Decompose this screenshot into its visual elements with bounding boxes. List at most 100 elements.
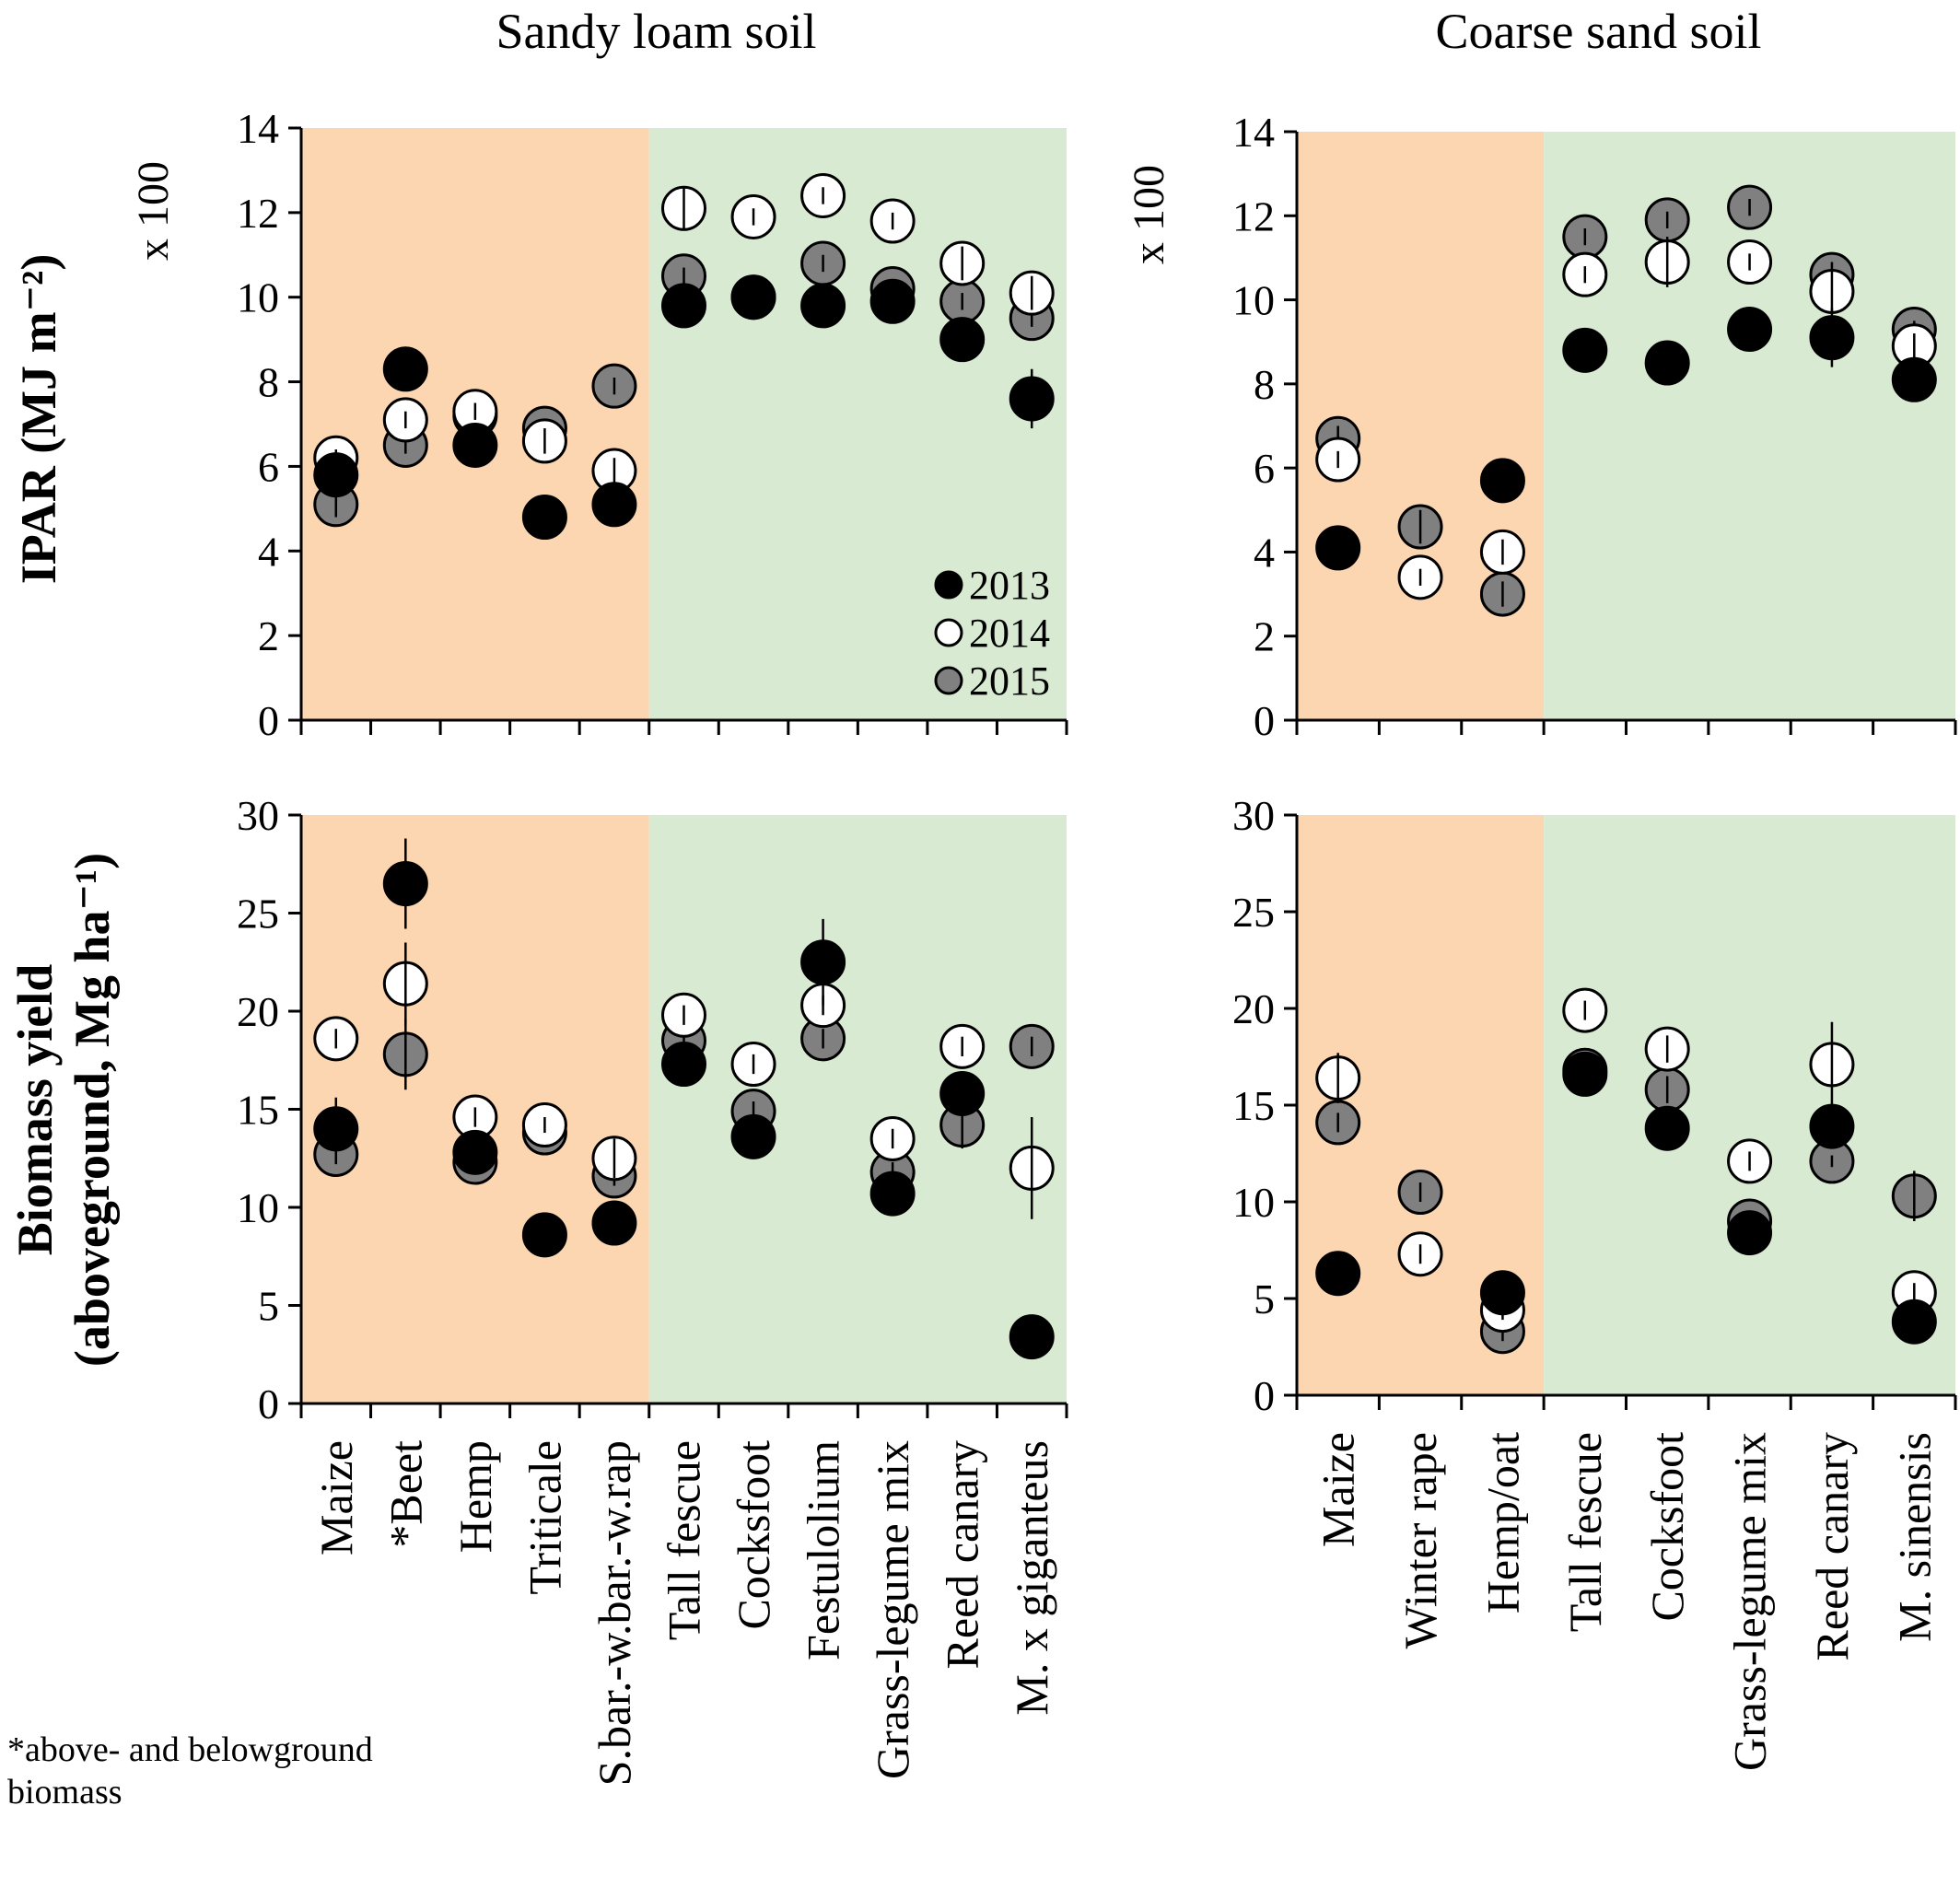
category-label: Grass-legume mix — [867, 1440, 918, 1779]
point-2013 — [800, 918, 846, 1006]
point-2014 — [1562, 987, 1608, 1033]
point-2015 — [1891, 1171, 1937, 1221]
point-2013 — [1644, 1105, 1690, 1151]
y-tick-label: 6 — [258, 443, 279, 490]
y-tick-label: 10 — [1232, 1179, 1275, 1226]
point-2014 — [1727, 239, 1773, 285]
point-2014 — [1315, 1053, 1361, 1103]
footnote-line2: biomass — [7, 1773, 122, 1811]
point-2013 — [591, 1200, 637, 1246]
point-2013 — [1315, 1251, 1361, 1297]
y-tick-label: 0 — [1254, 697, 1275, 744]
point-2013 — [521, 1212, 567, 1258]
point-2013 — [1009, 1314, 1055, 1360]
point-2014 — [591, 1136, 637, 1182]
point-2015 — [1315, 1100, 1361, 1146]
point-2013 — [1562, 327, 1608, 373]
point-2015 — [1644, 1066, 1690, 1112]
point-2014 — [869, 1115, 916, 1161]
y-tick-label: 30 — [1232, 792, 1275, 839]
category-label: Tall fescue — [1559, 1432, 1611, 1632]
point-2014 — [730, 1042, 776, 1088]
point-2014 — [1727, 1138, 1773, 1184]
point-2015 — [1009, 1023, 1055, 1069]
point-2013 — [1727, 307, 1773, 353]
point-2013 — [661, 283, 706, 329]
perennial-crops-background — [1544, 815, 1955, 1395]
legend-marker-2015 — [934, 666, 963, 695]
point-2014 — [939, 1023, 986, 1069]
point-2013 — [452, 422, 498, 468]
point-2013 — [1809, 308, 1855, 367]
y-tick-label: 20 — [237, 988, 279, 1035]
point-2013 — [1562, 1051, 1608, 1097]
y-tick-label: 10 — [237, 1184, 279, 1231]
point-2013 — [1644, 340, 1690, 386]
y-tick-label: 2 — [258, 612, 279, 659]
point-2013 — [1009, 368, 1055, 429]
legend-marker-2013 — [934, 570, 963, 600]
point-2013 — [1727, 1210, 1773, 1256]
category-label: Cocksfoot — [728, 1440, 779, 1630]
y-tick-label: 0 — [258, 697, 279, 744]
y-tick-label: 8 — [258, 359, 279, 406]
point-2013 — [939, 1070, 986, 1116]
category-label: Reed canary — [1806, 1432, 1858, 1660]
point-2013 — [382, 838, 428, 929]
y-multiplier-label: x 100 — [1125, 165, 1173, 264]
point-2013 — [869, 1171, 916, 1217]
perennial-crops-background — [648, 815, 1067, 1404]
point-2015 — [382, 1019, 428, 1090]
point-2015 — [591, 363, 637, 409]
point-2014 — [661, 185, 706, 231]
point-2013 — [939, 317, 986, 363]
point-2014 — [1397, 554, 1443, 600]
point-2013 — [452, 1129, 498, 1175]
y-tick-label: 0 — [1254, 1372, 1275, 1419]
footnote-line1: *above- and belowground — [7, 1730, 373, 1769]
category-label: M. x giganteus — [1006, 1440, 1057, 1716]
point-2014 — [939, 240, 986, 286]
point-2014 — [730, 193, 776, 239]
point-2014 — [1644, 1026, 1690, 1072]
point-2015 — [1479, 571, 1525, 617]
y-tick-label: 4 — [258, 528, 279, 575]
category-label: *Beet — [379, 1440, 431, 1548]
point-2014 — [521, 1102, 567, 1148]
point-2014 — [382, 942, 428, 1025]
point-2013 — [521, 495, 567, 541]
point-2014 — [313, 1016, 359, 1062]
category-label: Cocksfoot — [1641, 1432, 1693, 1622]
point-2013 — [313, 452, 359, 498]
category-label: Triticale — [519, 1440, 570, 1595]
y-tick-label: 10 — [237, 274, 279, 321]
category-label: Hemp — [449, 1440, 501, 1553]
legend-label-2015: 2015 — [969, 658, 1050, 704]
point-2013 — [1479, 458, 1525, 504]
point-2015 — [1397, 504, 1443, 550]
y-tick-label: 15 — [237, 1087, 279, 1134]
category-label: M. sinensis — [1888, 1432, 1940, 1642]
panel-3: 0 5 10 15 20 25 30 Maize *Beet Hemp Triticale S.bar… — [7, 792, 1068, 1786]
category-label: Maize — [310, 1440, 362, 1555]
point-2013 — [730, 1113, 776, 1159]
panel-4: 0 5 10 15 20 25 30 Maize Winter rape Hemp/oat Tall… — [1232, 792, 1957, 1771]
legend-label-2013: 2013 — [969, 563, 1050, 608]
y-tick-label: 4 — [1254, 529, 1275, 576]
y-axis-label-line2: (aboveground, Mg ha⁻¹) — [64, 853, 120, 1367]
point-2014 — [1809, 1021, 1855, 1108]
panel-1: 0 2 4 6 8 10 12 14 Sandy loam soil x 100 IPAR (MJ … — [11, 4, 1068, 744]
y-tick-label: 14 — [237, 105, 279, 152]
y-tick-label: 15 — [1232, 1082, 1275, 1129]
point-2015 — [1727, 184, 1773, 230]
point-2013 — [661, 1042, 706, 1088]
y-tick-label: 25 — [1232, 889, 1275, 936]
category-label: Reed canary — [937, 1440, 988, 1669]
point-2013 — [800, 283, 846, 329]
point-2013 — [382, 346, 428, 392]
legend-label-2014: 2014 — [969, 611, 1050, 656]
point-2013 — [730, 274, 776, 320]
point-2013 — [313, 1097, 359, 1160]
y-tick-label: 10 — [1232, 277, 1275, 324]
